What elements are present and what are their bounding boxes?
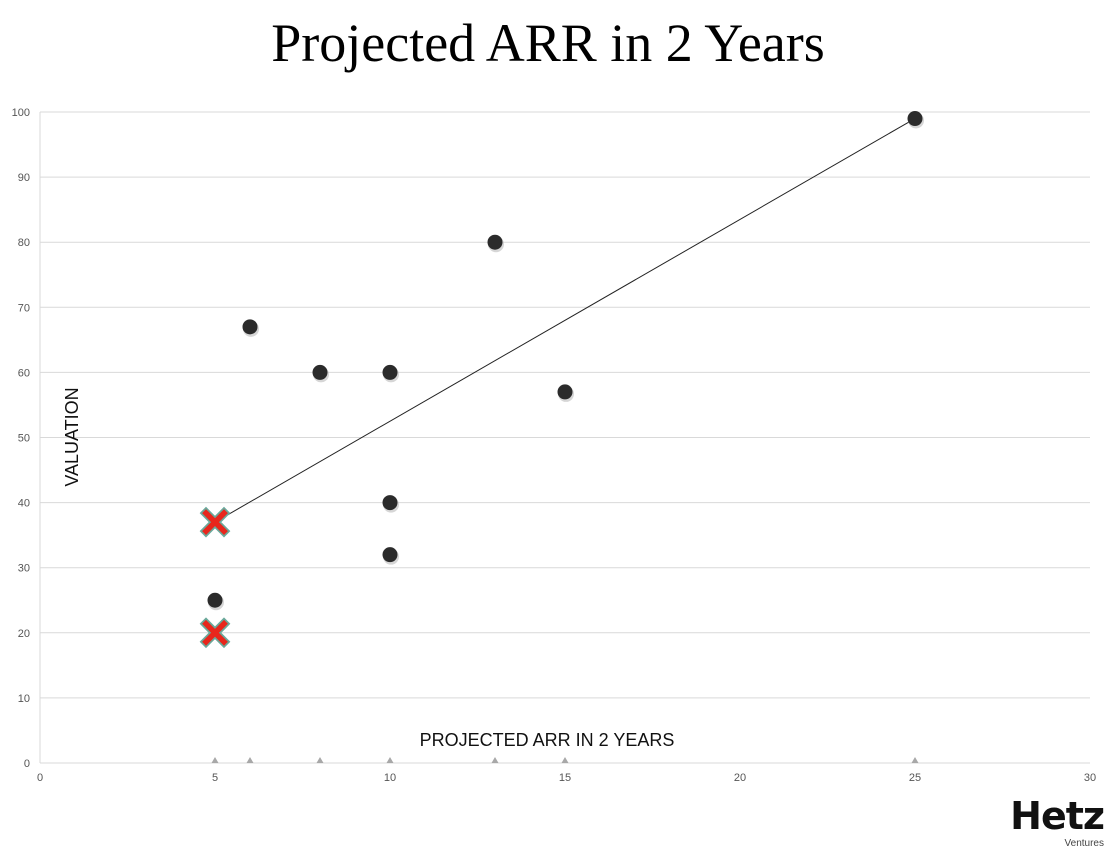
data-point-3 <box>487 234 503 250</box>
y-tick-label-40: 40 <box>18 498 30 510</box>
cross-mark <box>202 619 228 646</box>
grid-lines <box>39 111 1090 764</box>
y-tick-label-30: 30 <box>18 563 30 575</box>
x-tick-label-15: 15 <box>559 772 571 784</box>
x-marker-6 <box>246 757 254 763</box>
data-point-5 <box>907 111 923 127</box>
trend-line <box>214 118 916 523</box>
y-tick-label-70: 70 <box>18 302 30 314</box>
data-point-2 <box>382 364 398 380</box>
y-tick-label-10: 10 <box>18 693 30 705</box>
cross-mark <box>202 509 228 536</box>
cross-point-9 <box>199 506 231 538</box>
logo-subtitle: Ventures <box>1064 838 1104 849</box>
y-tick-label-50: 50 <box>18 433 30 445</box>
x-tick-label-20: 20 <box>734 772 746 784</box>
x-marker-5 <box>211 757 219 763</box>
x-marker-13 <box>491 757 499 763</box>
x-marker-15 <box>561 757 569 763</box>
y-tick-label-90: 90 <box>18 172 30 184</box>
x-tick-label-0: 0 <box>37 772 43 784</box>
x-axis-ticks: 0 5 10 15 20 25 30 <box>37 772 1096 784</box>
y-tick-label-0: 0 <box>24 758 30 770</box>
logo-name: Hetz <box>1010 794 1105 838</box>
y-axis-ticks: 0 10 20 30 40 50 60 70 80 90 100 <box>12 107 30 770</box>
x-marker-8 <box>316 757 324 763</box>
x-marker-25 <box>911 757 919 763</box>
y-axis-title: VALUATION <box>62 387 82 486</box>
x-tick-label-25: 25 <box>909 772 921 784</box>
x-tick-label-10: 10 <box>384 772 396 784</box>
y-tick-label-80: 80 <box>18 237 30 249</box>
hetz-ventures-logo: Hetz Ventures <box>1000 794 1105 849</box>
data-point-7 <box>382 547 398 563</box>
data-points <box>199 111 924 649</box>
data-point-6 <box>382 495 398 511</box>
chart-title: Projected ARR in 2 Years <box>271 13 825 73</box>
y-tick-label-20: 20 <box>18 628 30 640</box>
x-tick-label-5: 5 <box>212 772 218 784</box>
y-tick-label-100: 100 <box>12 107 30 119</box>
data-point-8 <box>207 592 223 608</box>
data-point-0 <box>242 319 258 335</box>
x-marker-10 <box>386 757 394 763</box>
x-tick-label-30: 30 <box>1084 772 1096 784</box>
x-axis-title: PROJECTED ARR IN 2 YEARS <box>420 730 675 750</box>
data-point-4 <box>557 384 573 400</box>
data-point-1 <box>312 364 328 380</box>
y-tick-label-60: 60 <box>18 367 30 379</box>
x-axis-point-markers <box>211 757 919 763</box>
cross-point-10 <box>199 617 231 649</box>
